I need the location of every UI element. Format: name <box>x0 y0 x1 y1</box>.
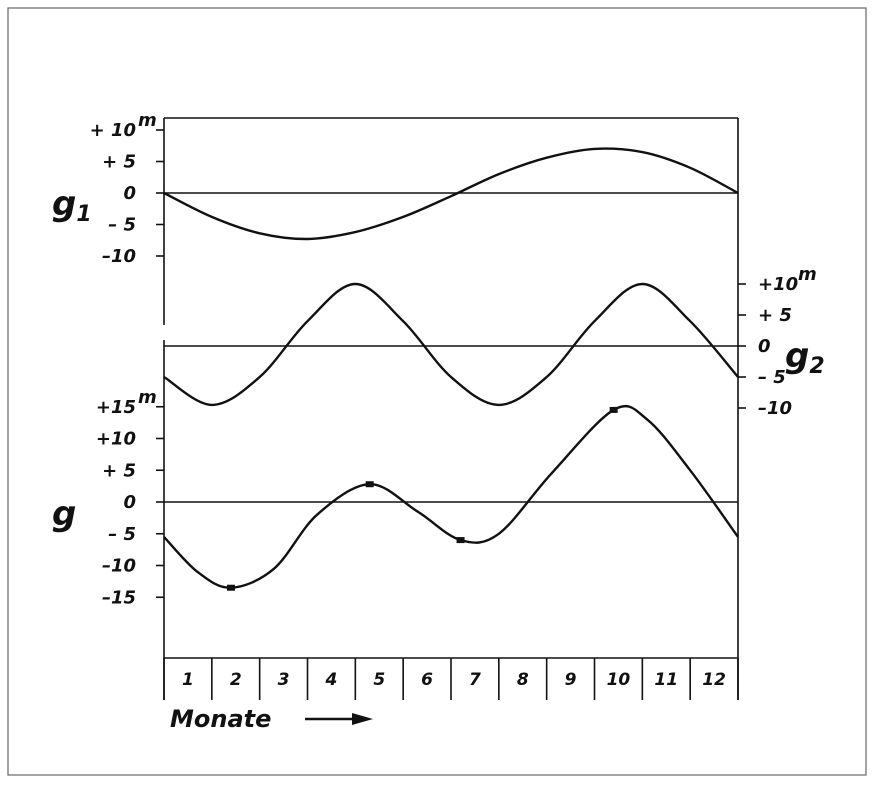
panel-label-g: g <box>52 494 76 534</box>
tick-label-g2: +10 <box>758 274 798 295</box>
tick-label-g: –15 <box>102 587 136 608</box>
tick-label-g: + 5 <box>102 460 136 481</box>
tick-label-g1: 0 <box>123 183 136 204</box>
tick-label-g1: –10 <box>102 246 136 267</box>
month-label: 3 <box>278 670 290 690</box>
data-point-g <box>456 537 465 544</box>
figure-border <box>7 7 867 776</box>
tick-label-g1: – 5 <box>108 215 136 236</box>
unit-label-g2: m <box>798 264 817 285</box>
x-axis-label: Monate <box>170 705 271 733</box>
month-label: 1 <box>182 670 194 690</box>
month-label: 9 <box>565 670 577 690</box>
panel-g: +15 m+10 + 5 0 – 5 –10 –15 g <box>52 387 739 608</box>
tick-label-g: 0 <box>123 492 136 513</box>
tick-label-g2: + 5 <box>758 305 792 326</box>
month-label: 10 <box>607 670 631 690</box>
tick-label-g1: + 5 <box>102 152 136 173</box>
tick-label-g2: –10 <box>758 398 792 419</box>
month-label: 2 <box>230 670 242 690</box>
series-line-g <box>163 404 739 589</box>
tick-label-g: –10 <box>102 556 136 577</box>
tick-label-g1: + 10 <box>90 120 136 141</box>
month-label: 6 <box>421 670 433 690</box>
series-line-g1 <box>163 147 739 241</box>
unit-label-g: m <box>138 387 157 408</box>
series-line-g2 <box>163 282 739 407</box>
month-label: 8 <box>517 670 529 690</box>
month-label: 5 <box>373 670 385 690</box>
tick-label-g2: 0 <box>758 336 771 357</box>
tick-label-g: +15 <box>96 397 136 418</box>
month-label: 4 <box>324 670 337 690</box>
month-label: 12 <box>702 670 726 690</box>
unit-label-g1: m <box>138 110 157 131</box>
data-point-g <box>226 584 235 591</box>
month-label: 7 <box>469 670 481 690</box>
data-point-g <box>365 481 374 488</box>
data-point-g <box>609 406 618 413</box>
month-label: 11 <box>654 670 678 690</box>
tick-label-g2: – 5 <box>758 367 786 388</box>
tick-label-g: +10 <box>96 429 136 450</box>
arrow-icon <box>305 713 373 725</box>
tick-label-g: – 5 <box>108 524 136 545</box>
